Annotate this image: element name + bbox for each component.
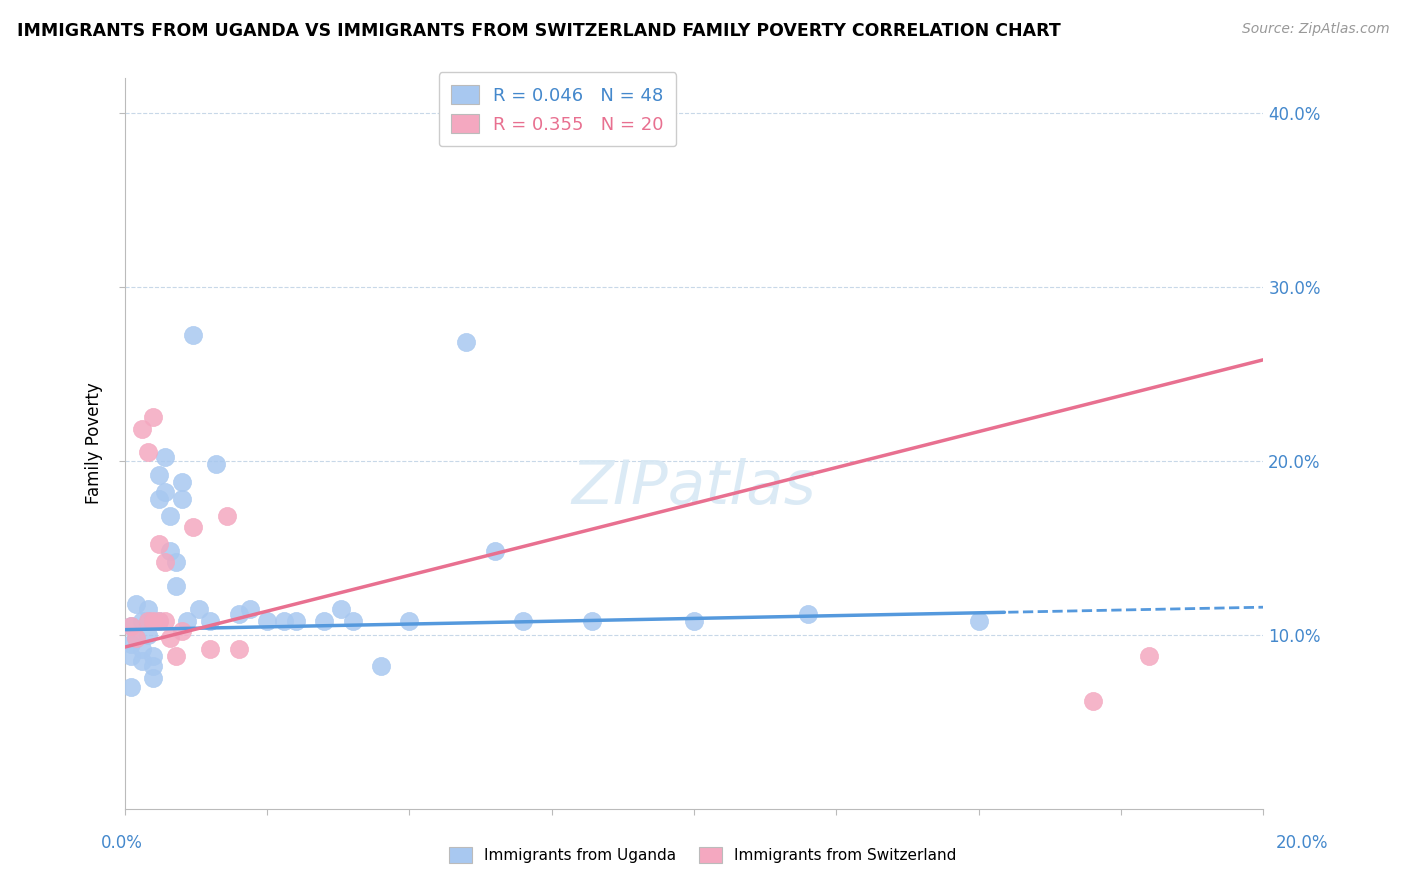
- Point: [125, 632, 148, 646]
- Point: [148, 467, 170, 482]
- Legend: R = 0.046   N = 48, R = 0.355   N = 20: R = 0.046 N = 48, R = 0.355 N = 20: [439, 72, 676, 146]
- Point: [170, 491, 193, 506]
- Point: [484, 544, 506, 558]
- Point: [159, 509, 181, 524]
- Text: 20.0%: 20.0%: [1277, 834, 1329, 852]
- Point: [148, 614, 170, 628]
- Point: [131, 654, 153, 668]
- Point: [581, 614, 603, 628]
- Point: [120, 619, 142, 633]
- Point: [131, 614, 153, 628]
- Point: [228, 641, 250, 656]
- Point: [165, 555, 187, 569]
- Point: [136, 614, 159, 628]
- Text: Source: ZipAtlas.com: Source: ZipAtlas.com: [1241, 22, 1389, 37]
- Point: [165, 579, 187, 593]
- Point: [120, 619, 142, 633]
- Point: [136, 614, 159, 628]
- Point: [142, 672, 165, 686]
- Point: [165, 648, 187, 663]
- Point: [370, 659, 392, 673]
- Point: [153, 614, 176, 628]
- Point: [228, 607, 250, 621]
- Point: [153, 485, 176, 500]
- Point: [142, 659, 165, 673]
- Point: [159, 632, 181, 646]
- Point: [148, 537, 170, 551]
- Point: [176, 614, 198, 628]
- Point: [456, 335, 478, 350]
- Point: [148, 491, 170, 506]
- Point: [239, 601, 262, 615]
- Point: [153, 450, 176, 465]
- Point: [683, 614, 706, 628]
- Point: [159, 544, 181, 558]
- Point: [273, 614, 295, 628]
- Point: [136, 628, 159, 642]
- Point: [170, 624, 193, 639]
- Point: [398, 614, 420, 628]
- Point: [181, 328, 204, 343]
- Point: [512, 614, 534, 628]
- Point: [284, 614, 307, 628]
- Point: [120, 637, 142, 651]
- Point: [330, 601, 353, 615]
- Point: [136, 601, 159, 615]
- Text: ZIPatlas: ZIPatlas: [572, 458, 817, 516]
- Point: [217, 509, 239, 524]
- Point: [142, 614, 165, 628]
- Point: [170, 475, 193, 489]
- Point: [342, 614, 364, 628]
- Y-axis label: Family Poverty: Family Poverty: [86, 383, 103, 504]
- Point: [142, 410, 165, 425]
- Point: [153, 555, 176, 569]
- Point: [187, 601, 209, 615]
- Point: [120, 648, 142, 663]
- Point: [200, 641, 222, 656]
- Point: [797, 607, 820, 621]
- Point: [120, 680, 142, 694]
- Point: [1139, 648, 1161, 663]
- Point: [967, 614, 990, 628]
- Point: [136, 445, 159, 459]
- Point: [312, 614, 335, 628]
- Point: [181, 520, 204, 534]
- Point: [131, 641, 153, 656]
- Point: [125, 632, 148, 646]
- Legend: Immigrants from Uganda, Immigrants from Switzerland: Immigrants from Uganda, Immigrants from …: [441, 839, 965, 871]
- Point: [200, 614, 222, 628]
- Text: IMMIGRANTS FROM UGANDA VS IMMIGRANTS FROM SWITZERLAND FAMILY POVERTY CORRELATION: IMMIGRANTS FROM UGANDA VS IMMIGRANTS FRO…: [17, 22, 1060, 40]
- Point: [131, 422, 153, 436]
- Point: [125, 597, 148, 611]
- Text: 0.0%: 0.0%: [101, 834, 143, 852]
- Point: [1081, 694, 1104, 708]
- Point: [256, 614, 278, 628]
- Point: [148, 614, 170, 628]
- Point: [142, 648, 165, 663]
- Point: [205, 457, 228, 471]
